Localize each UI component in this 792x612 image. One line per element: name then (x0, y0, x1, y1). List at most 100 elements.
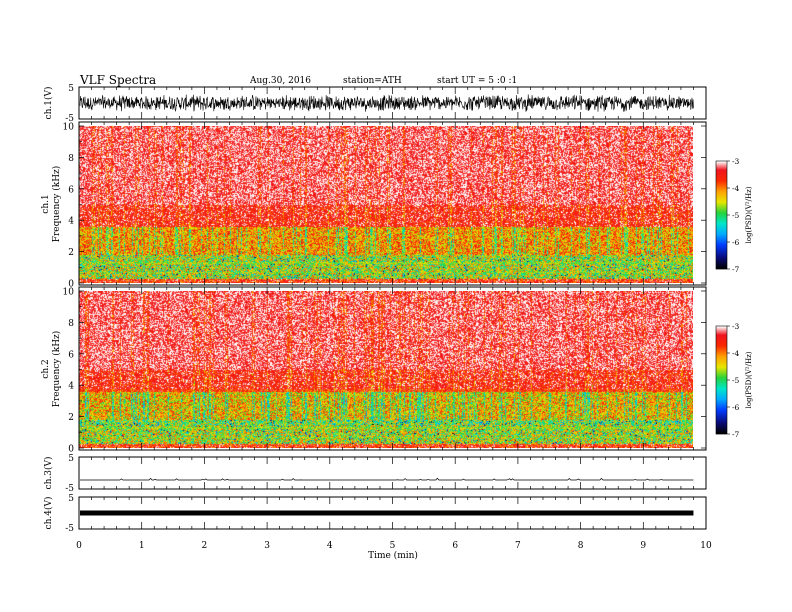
ch2-spectrogram-ylabel: Frequency (kHz) (51, 331, 62, 408)
ch3-waveform-xticks (78, 457, 707, 489)
ch4-waveform-panel: 5 -5 ch.4(V) (43, 494, 707, 534)
colorbar-segment (716, 166, 727, 168)
colorbar-segment (716, 337, 727, 339)
colorbar-segment (716, 165, 727, 167)
colorbar-segment (716, 215, 727, 217)
colorbar-segment (716, 329, 727, 331)
colorbar-segment (716, 202, 727, 204)
colorbar-tick-label: -4 (732, 184, 740, 193)
colorbar-segment (716, 163, 727, 165)
colorbar-segment (716, 169, 727, 171)
colorbar-segment (716, 194, 727, 196)
station-label: station=ATH (343, 76, 402, 86)
colorbar-segment (716, 258, 727, 260)
colorbar-segment (716, 251, 727, 253)
colorbar-segment (716, 413, 727, 415)
colorbar-segment (716, 214, 727, 216)
colorbar-segment (716, 412, 727, 414)
colorbar-segment (716, 420, 727, 422)
colorbar-segment (716, 351, 727, 353)
ch1-spectrogram-yticks: 0 2 4 6 8 10 (63, 123, 706, 290)
ch2-spectrogram-image (79, 291, 693, 448)
colorbar-segment (716, 259, 727, 261)
colorbar-tick-label: -7 (732, 265, 740, 274)
colorbar-segment (716, 198, 727, 200)
time-tick-label: 6 (452, 541, 458, 551)
frequency-tick-label: 0 (68, 445, 74, 455)
colorbar-segment (716, 171, 727, 173)
ch2-spectrogram-panel: 0 2 4 6 8 10 ch.2 Frequency (kHz) (41, 286, 707, 455)
colorbar-segment (716, 242, 727, 244)
colorbar-segment (716, 332, 727, 334)
ch1-waveform-panel: 5 -5 ch.1(V) (43, 84, 707, 124)
colorbar-segment (716, 387, 727, 389)
frequency-tick-label: 10 (63, 123, 75, 133)
colorbar-segment (716, 237, 727, 239)
colorbar-segment (716, 357, 727, 359)
colorbar-label: log(PSD)(V²/Hz) (745, 351, 753, 408)
colorbar-segment (716, 190, 727, 192)
ch3-waveform-panel: 5 -5 ch.3(V) (43, 454, 707, 494)
ch2-spectrogram-xticks (78, 287, 707, 450)
colorbar-segment (716, 162, 727, 164)
colorbar-segment (716, 186, 727, 188)
colorbar-segment (716, 382, 727, 384)
colorbar-segment (716, 409, 727, 411)
colorbar-segment (716, 417, 727, 419)
frequency-tick-label: 4 (68, 382, 74, 392)
figure-title: VLF Spectra (79, 73, 156, 87)
colorbar-segment (716, 219, 727, 221)
ch3-ytick-bottom: -5 (65, 484, 74, 494)
colorbar-segment (716, 339, 727, 341)
colorbar-segment (716, 199, 727, 201)
colorbar-segment (716, 209, 727, 211)
colorbar-segment (716, 431, 727, 433)
colorbar-segment (716, 178, 727, 180)
colorbar-segment (716, 221, 727, 223)
colorbar-segment (716, 232, 727, 234)
colorbar-segment (716, 326, 727, 328)
colorbar-segment (716, 238, 727, 240)
colorbar-segment (716, 367, 727, 369)
colorbar-segment (716, 424, 727, 426)
colorbar-segment (716, 174, 727, 176)
colorbar-segment (716, 408, 727, 410)
colorbar-segment (716, 328, 727, 330)
colorbar-segment (716, 379, 727, 381)
colorbar-segment (716, 384, 727, 386)
colorbar-tick-label: -3 (732, 322, 740, 331)
colorbar-segment (716, 336, 727, 338)
colorbar-segment (716, 389, 727, 391)
colorbar-segment (716, 352, 727, 354)
colorbar-segment (716, 203, 727, 205)
colorbar-segment (716, 340, 727, 342)
colorbar-segment (716, 360, 727, 362)
ch1-waveform-xticks (78, 87, 707, 119)
colorbar-segment (716, 179, 727, 181)
colorbar-segment (716, 192, 727, 194)
frequency-tick-label: 4 (68, 217, 74, 227)
colorbar-segment (716, 188, 727, 190)
colorbar-segment (716, 204, 727, 206)
colorbar-segment (716, 208, 727, 210)
ch4-waveform-xticks (78, 497, 707, 529)
colorbar-segment (716, 200, 727, 202)
colorbar-tick-label: -6 (732, 238, 740, 247)
colorbar-tick-label: -6 (732, 403, 740, 412)
colorbar-segment (716, 397, 727, 399)
colorbar-segment (716, 386, 727, 388)
ch2-colorbar: -3 -4 -5 -6 -7 log(PSD)(V²/Hz) (715, 322, 753, 439)
colorbar-segment (716, 334, 727, 336)
colorbar-segment (716, 228, 727, 230)
ch3-ytick-top: 5 (68, 454, 74, 464)
ch1-spectrogram-ylabel: Frequency (kHz) (51, 166, 62, 243)
colorbar-segment (716, 177, 727, 179)
colorbar-segment (716, 233, 727, 235)
colorbar-segment (716, 257, 727, 259)
colorbar-segment (716, 226, 727, 228)
colorbar-segment (716, 265, 727, 267)
time-tick-label: 8 (578, 541, 584, 551)
ch1-ytick-bottom: -5 (65, 114, 74, 124)
ch1-spectrogram-xticks (78, 122, 707, 285)
